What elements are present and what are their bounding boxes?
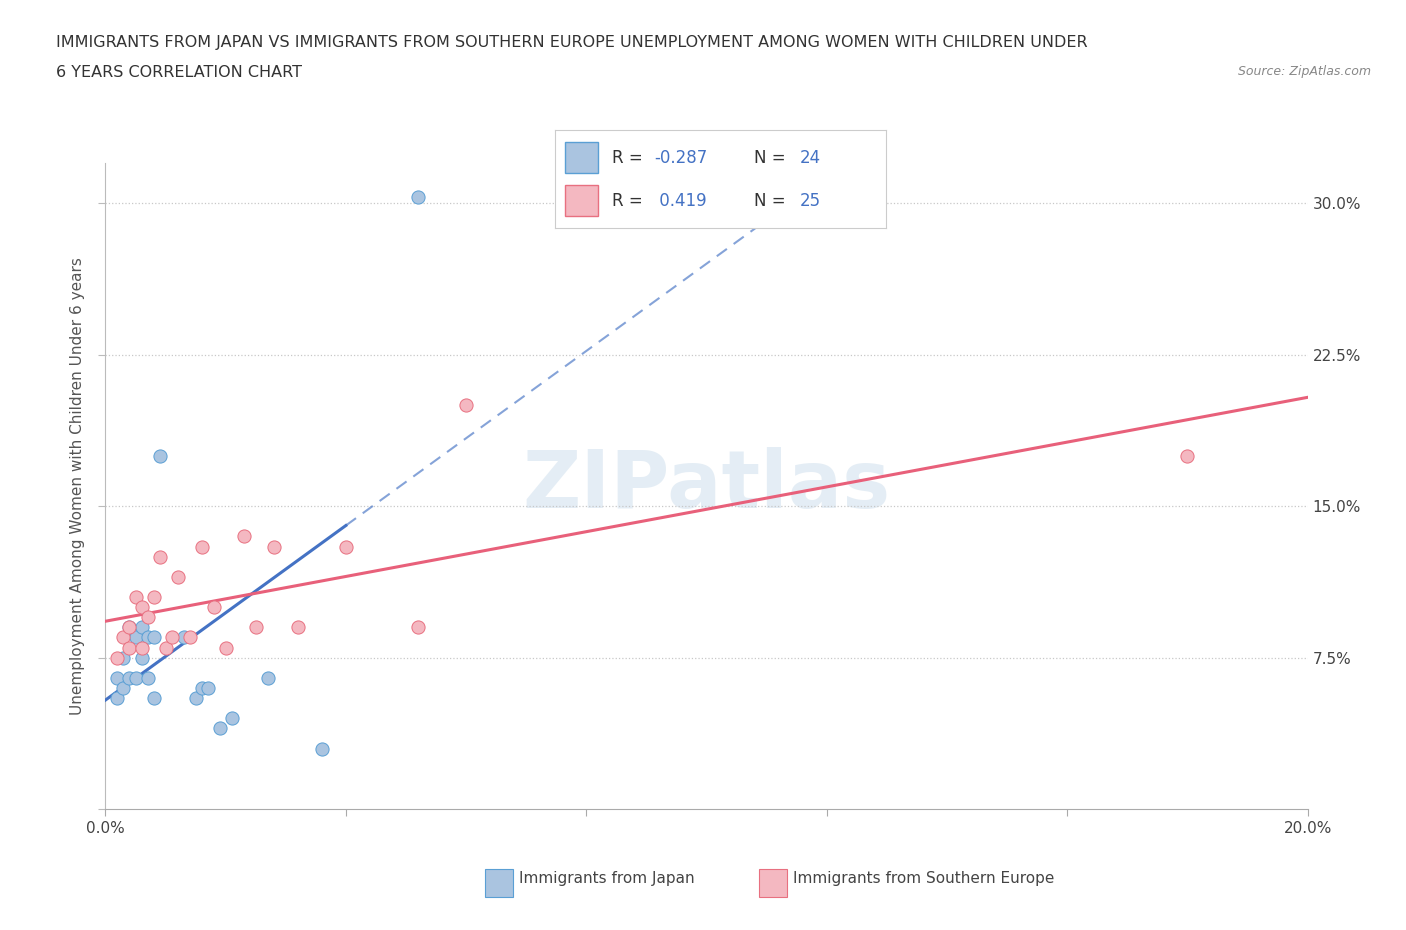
- Point: [160, 630, 183, 644]
- Point: [148, 550, 170, 565]
- Text: 24: 24: [800, 149, 821, 166]
- Point: [142, 691, 165, 706]
- Point: [131, 650, 153, 665]
- Text: N =: N =: [754, 192, 790, 209]
- Point: [131, 620, 153, 635]
- Point: [112, 681, 135, 696]
- Point: [118, 620, 141, 635]
- Point: [107, 671, 129, 685]
- Point: [179, 630, 201, 644]
- Point: [263, 539, 285, 554]
- Point: [256, 671, 278, 685]
- Text: Immigrants from Japan: Immigrants from Japan: [519, 871, 695, 886]
- Point: [112, 630, 135, 644]
- Point: [311, 741, 333, 756]
- Point: [136, 630, 159, 644]
- Point: [124, 590, 146, 604]
- Point: [107, 691, 129, 706]
- Point: [197, 681, 219, 696]
- Point: [214, 640, 236, 655]
- Text: Immigrants from Southern Europe: Immigrants from Southern Europe: [793, 871, 1054, 886]
- Point: [118, 640, 141, 655]
- Point: [136, 671, 159, 685]
- Point: [112, 650, 135, 665]
- Point: [142, 590, 165, 604]
- Point: [166, 569, 188, 584]
- Point: [406, 620, 429, 635]
- Point: [190, 539, 212, 554]
- Point: [335, 539, 357, 554]
- Text: 0.419: 0.419: [654, 192, 707, 209]
- Y-axis label: Unemployment Among Women with Children Under 6 years: Unemployment Among Women with Children U…: [70, 257, 86, 715]
- Text: ZIPatlas: ZIPatlas: [523, 447, 890, 525]
- Point: [131, 640, 153, 655]
- Text: 6 YEARS CORRELATION CHART: 6 YEARS CORRELATION CHART: [56, 65, 302, 80]
- Point: [107, 650, 129, 665]
- FancyBboxPatch shape: [565, 185, 599, 216]
- Point: [118, 671, 141, 685]
- FancyBboxPatch shape: [565, 142, 599, 173]
- Point: [406, 190, 429, 205]
- Point: [190, 681, 212, 696]
- Point: [118, 620, 141, 635]
- Point: [245, 620, 267, 635]
- Point: [124, 671, 146, 685]
- Point: [142, 630, 165, 644]
- Point: [454, 398, 477, 413]
- Text: 25: 25: [800, 192, 821, 209]
- Text: IMMIGRANTS FROM JAPAN VS IMMIGRANTS FROM SOUTHERN EUROPE UNEMPLOYMENT AMONG WOME: IMMIGRANTS FROM JAPAN VS IMMIGRANTS FROM…: [56, 35, 1088, 50]
- Text: Source: ZipAtlas.com: Source: ZipAtlas.com: [1237, 65, 1371, 78]
- Point: [202, 600, 225, 615]
- Text: R =: R =: [612, 192, 648, 209]
- Point: [148, 448, 170, 463]
- Point: [124, 630, 146, 644]
- Point: [287, 620, 309, 635]
- Point: [208, 721, 231, 736]
- Point: [221, 711, 243, 725]
- Point: [173, 630, 195, 644]
- Point: [136, 610, 159, 625]
- Text: N =: N =: [754, 149, 790, 166]
- Point: [155, 640, 177, 655]
- Text: R =: R =: [612, 149, 648, 166]
- Point: [131, 600, 153, 615]
- Point: [1175, 448, 1198, 463]
- Point: [232, 529, 254, 544]
- Point: [184, 691, 207, 706]
- Text: -0.287: -0.287: [654, 149, 707, 166]
